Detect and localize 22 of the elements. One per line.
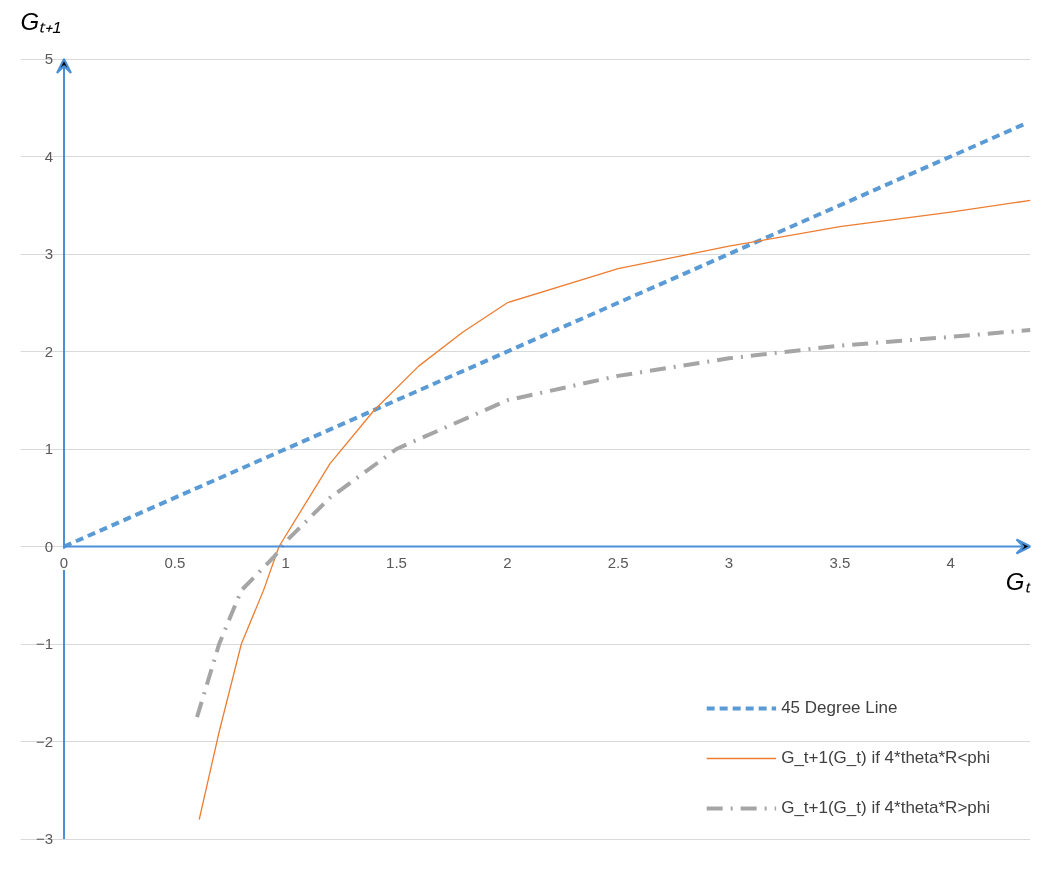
- legend-label: 45 Degree Line: [781, 698, 898, 718]
- x-tick-label: 2.5: [607, 553, 629, 571]
- y-tick-label: 5: [44, 50, 53, 67]
- legend-label: G_t+1(G_t) if 4*theta*R<phi: [781, 748, 990, 768]
- y-tick-label: 1: [44, 440, 53, 457]
- x-tick-label: 4: [946, 553, 955, 571]
- y-tick-label: −1: [35, 635, 53, 652]
- y-tick-label: 0: [44, 537, 53, 555]
- y-tick-label: −3: [35, 830, 53, 847]
- y-axis-title: Gₜ₊₁: [20, 7, 61, 35]
- x-tick-label: 3: [724, 553, 734, 571]
- x-tick-label: 2: [503, 553, 512, 571]
- y-tick-label: 4: [44, 147, 53, 165]
- y-tick-label: −2: [35, 732, 53, 750]
- x-tick-label: 1: [281, 553, 290, 571]
- x-tick-label: 1.5: [386, 553, 407, 571]
- x-tick-label: 0: [59, 553, 69, 571]
- y-tick-label: 2: [44, 342, 53, 360]
- legend-label: G_t+1(G_t) if 4*theta*R>phi: [781, 798, 990, 818]
- x-tick-label: 0.5: [164, 553, 186, 571]
- y-tick-label: 3: [44, 245, 53, 262]
- x-tick-label: 3.5: [829, 553, 851, 571]
